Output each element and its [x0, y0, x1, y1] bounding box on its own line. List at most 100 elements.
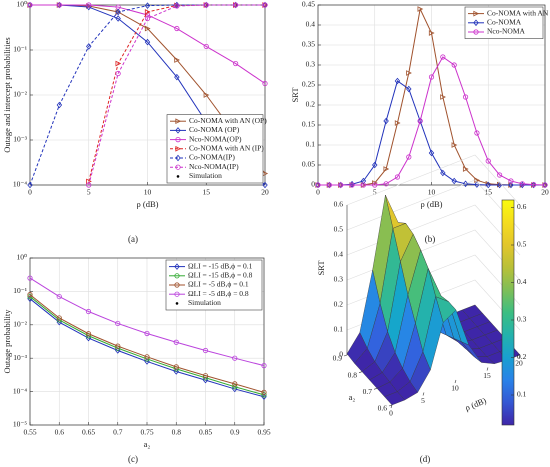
y-tick [422, 392, 425, 396]
marker [542, 182, 548, 188]
y-tick-label: 10⁻¹ [13, 45, 27, 54]
axes-frame [29, 257, 265, 426]
marker [203, 1, 209, 9]
series-line [318, 80, 545, 186]
y-tick [518, 354, 521, 359]
marker [232, 381, 238, 387]
marker [451, 177, 457, 185]
legend-label: Co-NOMA [487, 18, 522, 27]
legend-marker [175, 164, 181, 170]
z-tick-label: 0.5 [334, 225, 344, 234]
marker [338, 182, 344, 188]
marker [85, 308, 92, 315]
y-tick-label: 0.15 [302, 120, 315, 129]
y-tick [390, 404, 393, 409]
colorbar-tick-label: 0.3 [517, 315, 527, 324]
marker [144, 15, 151, 22]
legend-marker [174, 291, 180, 297]
marker [27, 1, 33, 9]
y-tick-label: 0.25 [302, 80, 315, 89]
marker [233, 2, 239, 8]
marker [86, 3, 92, 11]
y-tick-label: 0.05 [302, 160, 315, 169]
legend-label: Co-NOMA with AN [487, 8, 549, 17]
y-tick-label: 10⁻⁴ [13, 386, 27, 395]
y-tick-label: 10⁰ [16, 253, 27, 262]
marker [406, 85, 412, 93]
marker [508, 181, 514, 189]
marker [115, 345, 121, 351]
x-tick-label: 0.55 [23, 428, 36, 437]
marker [372, 161, 378, 169]
marker [315, 181, 321, 189]
marker [56, 1, 63, 9]
marker [406, 70, 412, 76]
marker [326, 181, 333, 189]
x-tick [358, 371, 363, 373]
y-tick-label: 10⁻⁵ [13, 420, 27, 429]
legend-label: Nco-NOMA [487, 27, 525, 36]
colorbar-tick-label: 0.2 [517, 352, 527, 361]
marker [144, 330, 150, 337]
x-axis-label: ρ (dB) [421, 199, 443, 209]
marker [262, 1, 268, 9]
marker [144, 38, 151, 46]
x-tick-label: 0 [316, 188, 320, 197]
marker [485, 181, 491, 189]
marker [173, 366, 179, 372]
legend-marker [175, 118, 182, 125]
marker [144, 354, 150, 360]
marker [174, 3, 180, 9]
x-tick-label: 0.75 [140, 428, 153, 437]
marker [451, 142, 458, 148]
marker [56, 315, 62, 321]
x-tick-label: 0.8 [172, 428, 182, 437]
marker [485, 158, 491, 164]
caption: (c) [128, 454, 138, 464]
legend-label: Simulation [188, 298, 221, 307]
marker [56, 317, 62, 323]
grid-line [346, 204, 521, 256]
marker [417, 6, 424, 12]
marker [86, 43, 92, 50]
marker [115, 70, 121, 77]
marker [203, 43, 209, 50]
marker [261, 389, 267, 395]
legend-marker [176, 175, 180, 178]
marker [174, 25, 180, 32]
marker [372, 182, 378, 188]
legend-marker [175, 145, 182, 152]
legend-label: Co-NOMA with AN (IP) [189, 144, 264, 153]
caption: (a) [128, 234, 138, 244]
x-tick-label: 20 [541, 188, 549, 197]
marker [85, 331, 92, 337]
marker [202, 347, 209, 354]
marker [360, 182, 367, 188]
x-tick-label: 0.85 [199, 428, 212, 437]
y-tick-label: 0.35 [302, 40, 315, 49]
marker [417, 117, 423, 125]
y-tick-label: 0.2 [306, 100, 316, 109]
x-tick-label: 0.7 [113, 428, 123, 437]
legend-marker [473, 10, 480, 17]
y-tick-label: 0.4 [306, 20, 316, 29]
marker [383, 181, 389, 187]
x-tick-label: 0.95 [257, 428, 270, 437]
x-axis-label: a₂ [144, 439, 151, 449]
legend-marker [473, 19, 479, 27]
marker [233, 60, 239, 67]
y-tick-label: 15 [483, 371, 491, 380]
caption: (b) [425, 234, 436, 244]
marker [262, 80, 268, 87]
legend-label: ΩLI = -15 dB,ϕ = 0.1 [188, 261, 253, 270]
x-tick [388, 404, 393, 407]
y-tick-label: 10⁻¹ [13, 286, 27, 295]
marker [144, 25, 151, 32]
colorbar-tick-label: 0.5 [517, 240, 527, 249]
x-tick-label: 0.6 [378, 404, 388, 413]
legend-marker [174, 282, 180, 288]
marker [440, 94, 446, 100]
marker [383, 117, 389, 125]
marker [86, 2, 92, 8]
legend-label: ΩLI = -5 dB,ϕ = 0.1 [188, 280, 249, 289]
